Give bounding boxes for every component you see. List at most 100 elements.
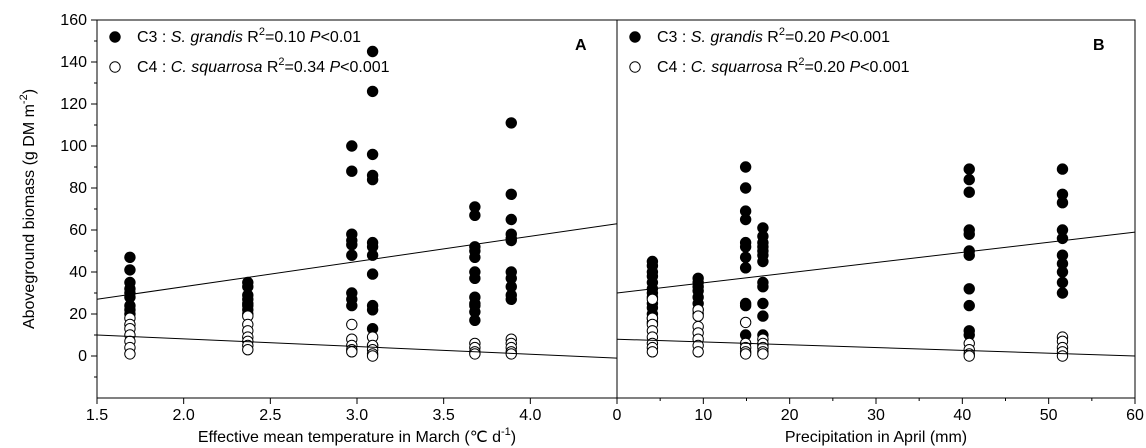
data-point-c3 bbox=[124, 264, 136, 276]
data-point-c3 bbox=[366, 45, 379, 58]
legend-r-superscript: 2 bbox=[278, 56, 284, 68]
data-point-c3 bbox=[757, 281, 769, 293]
legend-p: P bbox=[329, 59, 340, 76]
legend-r-superscript: 2 bbox=[779, 26, 785, 38]
data-point-c3 bbox=[469, 272, 481, 284]
x-tick-label: 1.5 bbox=[86, 407, 108, 424]
x-tick-label: 10 bbox=[694, 407, 712, 424]
legend-species: C. squarrosa bbox=[171, 59, 263, 76]
x-tick-label: 2.0 bbox=[173, 407, 195, 424]
data-point-c3 bbox=[366, 304, 379, 316]
data-point-c4 bbox=[757, 348, 769, 360]
x-tick-label: 2.5 bbox=[259, 407, 281, 424]
data-point-c3 bbox=[963, 249, 975, 261]
data-point-c3 bbox=[757, 255, 769, 268]
data-point-c3 bbox=[469, 209, 481, 222]
data-point-c3 bbox=[124, 251, 136, 263]
x-tick-label: 30 bbox=[867, 407, 885, 424]
data-point-c3 bbox=[346, 299, 358, 312]
data-point-c3 bbox=[346, 239, 358, 251]
data-point-c3 bbox=[505, 234, 517, 247]
data-point-c3 bbox=[346, 140, 358, 152]
data-point-c3 bbox=[963, 283, 975, 295]
data-point-c3 bbox=[346, 165, 358, 177]
legend-r: R bbox=[243, 29, 259, 46]
panel-letter: B bbox=[1093, 37, 1105, 54]
legend-label: C4 : C. squarrosa R2=0.34 P<0.001 bbox=[137, 56, 390, 76]
series-c-squarrosa: C4 : C. squarrosa R2=0.20 P<0.001 bbox=[616, 56, 1136, 362]
y-axis-label-text: Aboveground biomass (g DM m bbox=[21, 104, 38, 329]
data-point-c3 bbox=[963, 299, 975, 312]
data-point-c3 bbox=[1056, 266, 1069, 278]
x-axis-label: Precipitation in April (mm) bbox=[785, 429, 967, 446]
data-point-c3 bbox=[469, 251, 481, 263]
data-point-c3 bbox=[1056, 232, 1069, 245]
data-point-c3 bbox=[739, 241, 752, 253]
data-point-c3 bbox=[739, 299, 752, 312]
x-axis-label-superscript: -1 bbox=[501, 426, 511, 438]
data-point-c3 bbox=[963, 173, 975, 186]
data-point-c3 bbox=[366, 173, 379, 186]
legend-marker bbox=[629, 61, 641, 73]
data-point-c4 bbox=[646, 346, 659, 358]
x-tick-label: 20 bbox=[781, 407, 799, 424]
y-axis-label-superscript: -2 bbox=[18, 94, 30, 104]
y-tick-label: 160 bbox=[60, 12, 87, 29]
x-tick-label: 40 bbox=[953, 407, 971, 424]
legend-prefix: C3 : bbox=[137, 29, 171, 46]
legend-r-value: =0.20 bbox=[785, 29, 830, 46]
data-point-c3 bbox=[963, 186, 975, 198]
data-point-c4 bbox=[242, 344, 254, 356]
data-point-c3 bbox=[739, 262, 752, 274]
y-axis-label: Aboveground biomass (g DM m-2) bbox=[18, 89, 38, 329]
legend-r-superscript: 2 bbox=[798, 56, 804, 68]
data-point-c3 bbox=[1056, 276, 1069, 289]
x-tick-label: 50 bbox=[1040, 407, 1058, 424]
x-axis-label-text: Effective mean temperature in March (℃ d bbox=[198, 429, 501, 446]
data-point-c4 bbox=[963, 350, 975, 362]
legend-p-value: <0.001 bbox=[841, 29, 890, 46]
x-axis-label: Effective mean temperature in March (℃ d… bbox=[198, 426, 516, 446]
x-tick-label: 0 bbox=[613, 407, 622, 424]
data-point-c3 bbox=[963, 163, 975, 175]
data-point-c4 bbox=[739, 348, 752, 360]
data-point-c3 bbox=[739, 213, 752, 226]
data-point-c3 bbox=[366, 148, 379, 161]
data-point-c3 bbox=[366, 85, 379, 98]
legend-marker bbox=[109, 61, 121, 73]
data-point-c3 bbox=[757, 310, 769, 322]
data-point-c4 bbox=[124, 348, 136, 360]
x-axis-label-text: Precipitation in April (mm) bbox=[785, 429, 967, 446]
data-point-c4 bbox=[469, 348, 481, 360]
legend-p: P bbox=[830, 29, 841, 46]
legend-species: S. grandis bbox=[171, 29, 243, 46]
legend-r: R bbox=[763, 29, 779, 46]
y-tick-label: 40 bbox=[69, 264, 87, 281]
data-point-c3 bbox=[346, 249, 358, 261]
x-tick-label: 60 bbox=[1126, 407, 1144, 424]
data-point-c3 bbox=[739, 161, 752, 173]
legend-r-value: =0.34 bbox=[285, 59, 330, 76]
y-tick-label: 100 bbox=[60, 138, 87, 155]
regression-line bbox=[96, 223, 618, 300]
regression-line bbox=[616, 231, 1136, 294]
y-tick-label: 140 bbox=[60, 54, 87, 71]
data-point-c4 bbox=[739, 316, 752, 329]
panel-letter: A bbox=[575, 37, 587, 54]
legend-p-value: <0.001 bbox=[860, 59, 909, 76]
data-point-c4 bbox=[346, 346, 358, 358]
data-point-c3 bbox=[366, 249, 379, 261]
data-point-c4 bbox=[1056, 350, 1069, 362]
y-tick-label: 20 bbox=[69, 306, 87, 323]
data-point-c3 bbox=[469, 314, 481, 326]
legend-p-value: <0.01 bbox=[321, 29, 362, 46]
data-point-c4 bbox=[346, 318, 358, 331]
data-point-c3 bbox=[505, 188, 517, 201]
legend-marker bbox=[629, 31, 641, 43]
data-point-c3 bbox=[1056, 197, 1069, 209]
series-c-squarrosa: C4 : C. squarrosa R2=0.34 P<0.001 bbox=[96, 56, 618, 362]
legend-marker bbox=[109, 31, 121, 43]
data-point-c3 bbox=[757, 297, 769, 310]
x-tick-label: 3.5 bbox=[433, 407, 455, 424]
